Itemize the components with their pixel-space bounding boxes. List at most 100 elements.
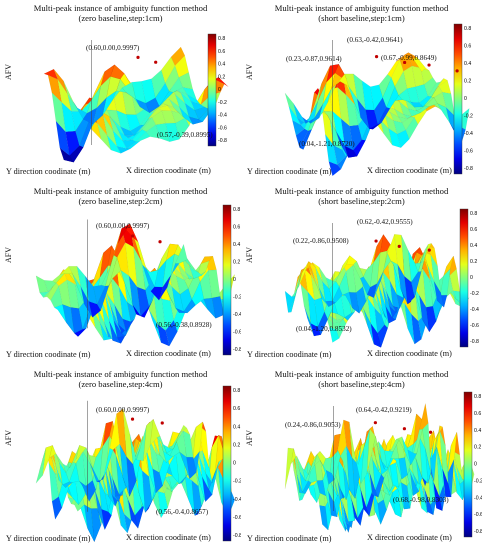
surface-patch <box>417 244 429 272</box>
peak-annotation: (0.56,-0.4,0.8657) <box>156 508 209 516</box>
colorbar-tick-label: -0.2 <box>470 291 479 297</box>
colorbar-tick-label: 0 <box>464 96 467 102</box>
colorbar-tick-label: 0.8 <box>233 388 240 394</box>
surface-patch <box>174 55 189 78</box>
colorbar-tick-label: -0.6 <box>474 512 482 518</box>
surface-patch <box>200 256 214 265</box>
z-axis-label: AFV <box>4 246 13 263</box>
surface-patch <box>440 268 451 296</box>
surface-patch <box>442 468 452 498</box>
colorbar-tick-label: 0 <box>233 461 236 467</box>
surface-patch <box>413 57 426 72</box>
colorbar-gradient <box>459 208 469 348</box>
colorbar-tick-label: 0.6 <box>464 44 471 50</box>
colorbar-gradient <box>222 385 232 542</box>
y-axis-label: Y direction coodinate (m) <box>6 350 91 359</box>
chart-title-line2: (zero baseline,step:1cm) <box>78 13 163 23</box>
colorbar-tick-label: -0.4 <box>233 497 241 503</box>
chart-title-line1: Multi-peak instance of ambiguity functio… <box>274 186 449 196</box>
chart-panel-zero-1cm: Multi-peak instance of ambiguity functio… <box>0 0 241 183</box>
colorbar-tick-label: -0.8 <box>474 529 482 535</box>
colorbar-tick-label: -0.8 <box>218 138 227 144</box>
colorbar-tick-label: 0.8 <box>233 207 240 213</box>
colorbar-tick-label: 0.6 <box>218 49 225 55</box>
colorbar-tick-label: 0.6 <box>233 225 240 231</box>
z-axis-label: AFV <box>4 429 13 446</box>
chart-title-line2: (short baseline,step:4cm) <box>318 379 405 389</box>
y-axis-label: Y direction coodinate (m) <box>6 167 91 176</box>
colorbar <box>223 205 231 355</box>
surface-patch <box>190 100 205 111</box>
colorbar-tick-label: 0.2 <box>218 74 225 80</box>
peak-marker <box>130 417 135 421</box>
colorbar-tick-label: 0.6 <box>233 406 240 412</box>
colorbar-tick-label: 0.8 <box>470 211 477 217</box>
surface-plot: 0.8 0.6 0.4 0.2 0 -0.2 -0.4 -0.6 -0.8 <box>284 391 482 538</box>
colorbar-tick-label: -0.2 <box>233 479 241 485</box>
chart-title-line2: (short baseline,step:2cm) <box>318 196 405 206</box>
surface-plot: 0.8 0.6 0.4 0.2 0 -0.2 -0.4 -0.6 -0.8 <box>35 385 241 543</box>
colorbar-tick-label: -0.6 <box>470 323 479 329</box>
peak-annotation: (0.56,-0.38,0.8928) <box>156 321 212 329</box>
surface-patch <box>453 451 463 480</box>
surface-patch <box>449 268 460 292</box>
surface-plot: 0.8 0.6 0.4 0.2 0 -0.2 -0.4 -0.6 -0.8 <box>284 208 479 348</box>
surface-patch <box>427 81 441 97</box>
z-axis-label: AFV <box>4 63 13 80</box>
surface-patch <box>419 403 429 430</box>
colorbar-tick-label: -0.6 <box>218 125 227 131</box>
peak-marker <box>136 55 140 60</box>
colorbar-tick-label: -0.6 <box>233 330 241 336</box>
chart-title-line1: Multi-peak instance of ambiguity functio… <box>33 369 208 379</box>
colorbar-tick-label: -0.8 <box>464 166 473 172</box>
surface-plot: 0.8 0.6 0.4 0.2 0 -0.2 -0.4 -0.6 -0.8 <box>284 23 473 177</box>
colorbar-tick-label: 0.4 <box>474 428 481 434</box>
chart-title-line1: Multi-peak instance of ambiguity functio… <box>274 3 449 13</box>
colorbar-tick-label: 0 <box>470 275 473 281</box>
peak-marker <box>374 54 379 59</box>
peak-marker <box>397 244 401 248</box>
colorbar-tick-label: -0.2 <box>218 100 227 106</box>
peak-annotation: (0.23,-0.87,0.9614) <box>286 55 342 63</box>
peak-annotation: (0.64,-0.42,0.9219) <box>356 406 412 414</box>
peak-marker <box>455 69 459 73</box>
colorbar-gradient <box>207 33 217 147</box>
peak-marker <box>160 421 164 425</box>
surface-patch <box>170 46 185 66</box>
peak-marker <box>131 234 135 238</box>
surface-patch <box>205 471 216 490</box>
colorbar-tick-label: -0.4 <box>474 495 482 501</box>
colorbar-tick-label: -0.2 <box>233 295 241 301</box>
x-axis-label: X direction coodinate (m) <box>126 166 211 175</box>
colorbar-tick-label: -0.4 <box>464 131 473 137</box>
surface-patch <box>189 267 203 279</box>
chart-panel-short-1cm: Multi-peak instance of ambiguity functio… <box>241 0 482 183</box>
colorbar <box>454 24 462 174</box>
colorbar-tick-label: -0.8 <box>233 533 241 539</box>
surface-patch <box>182 86 197 101</box>
peak-marker <box>402 427 407 431</box>
colorbar-tick-label: 0.2 <box>470 259 477 265</box>
colorbar-tick-label: 0.8 <box>474 394 481 400</box>
colorbar-tick-label: 0.2 <box>233 260 240 266</box>
chart-panel-short-4cm: Multi-peak instance of ambiguity functio… <box>241 366 482 549</box>
chart-title-line1: Multi-peak instance of ambiguity functio… <box>33 186 208 196</box>
colorbar-tick-label: 0.2 <box>474 445 481 451</box>
x-axis-label: X direction coodinate (m) <box>367 349 452 358</box>
colorbar-tick-label: -0.4 <box>233 312 241 318</box>
colorbar-tick-label: -0.6 <box>464 149 473 155</box>
chart-title-line2: (short baseline,step:1cm) <box>318 13 405 23</box>
surface-patch <box>183 430 194 458</box>
peak-marker <box>428 430 433 434</box>
peak-marker <box>374 239 378 243</box>
colorbar-tick-label: -0.4 <box>470 307 479 313</box>
colorbar-gradient <box>463 391 473 538</box>
peak-annotation: (0.63,-0.42,0.9641) <box>347 36 403 44</box>
colorbar-tick-label: -0.2 <box>464 114 473 120</box>
z-axis-label: AFV <box>245 429 254 446</box>
colorbar-tick-label: 0 <box>474 462 477 468</box>
surface-patch <box>199 425 210 469</box>
peak-marker <box>373 421 377 425</box>
peak-annotation: (0.24,-0.86,0.9053) <box>285 421 341 429</box>
y-axis-label: Y direction coodinate (m) <box>247 350 332 359</box>
